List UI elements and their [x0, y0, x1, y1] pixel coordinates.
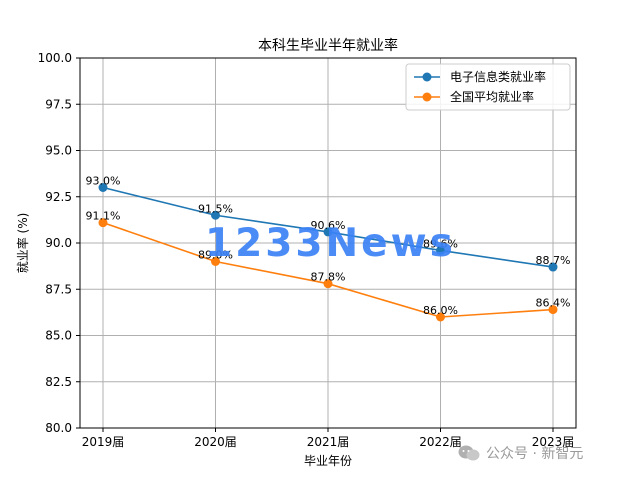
- data-label: 89.0%: [198, 249, 233, 262]
- data-point: [323, 279, 333, 289]
- data-point: [323, 227, 333, 237]
- data-point: [548, 305, 558, 315]
- y-tick-label: 100.0: [38, 51, 72, 65]
- y-tick-label: 87.5: [45, 282, 72, 296]
- y-tick-label: 92.5: [45, 190, 72, 204]
- data-point: [436, 245, 445, 255]
- data-label: 86.4%: [536, 297, 571, 310]
- y-axis-label: 就业率 (%): [15, 213, 30, 274]
- data-point: [98, 183, 108, 192]
- data-point: [211, 210, 220, 220]
- x-tick-label: 2019届: [82, 435, 125, 449]
- series-layer: [98, 183, 558, 322]
- axes: 80.0 82.5 85.0 87.5 90.0 92.5 95.0 97.5 100.0 201…: [38, 51, 577, 449]
- data-label: 89.6%: [423, 237, 458, 250]
- y-tick-label: 95.0: [45, 144, 72, 158]
- y-tick-label: 90.0: [45, 236, 72, 250]
- data-label: 86.0%: [423, 304, 458, 317]
- data-label: 91.1%: [86, 210, 121, 223]
- y-tick-label: 85.0: [45, 329, 72, 343]
- data-labels: 93.0% 91.5% 90.6% 89.6% 88.7% 91.1% 89.0% 87.8%…: [86, 175, 571, 318]
- x-axis-label: 毕业年份: [304, 454, 352, 468]
- data-point: [211, 257, 220, 266]
- x-tick-label: 2021届: [307, 435, 350, 449]
- data-point: [98, 218, 108, 228]
- x-tick-label: 2020届: [194, 435, 237, 449]
- legend-box: [405, 63, 571, 111]
- data-point: [436, 312, 445, 322]
- data-label: 87.8%: [311, 271, 346, 284]
- data-label: 88.7%: [536, 254, 571, 267]
- data-label: 93.0%: [86, 175, 121, 188]
- y-tick-label: 82.5: [45, 375, 72, 389]
- legend-label: 全国平均就业率: [450, 89, 534, 104]
- x-tick-label: 2022届: [419, 435, 462, 449]
- data-label: 91.5%: [198, 202, 233, 215]
- data-label: 90.6%: [311, 219, 346, 232]
- y-tick-label: 97.5: [45, 97, 72, 111]
- legend-marker: [422, 72, 432, 82]
- y-tick-label: 80.0: [45, 421, 72, 435]
- wechat-icon: [458, 445, 480, 461]
- chart-title: 本科生毕业半年就业率: [258, 37, 398, 54]
- legend-marker: [422, 92, 432, 102]
- source-text: 公众号 · 新智元: [486, 446, 584, 462]
- x-tick-label: 2023届: [532, 435, 575, 449]
- source-watermark: 公众号 · 新智元: [458, 443, 583, 463]
- watermark-text: 1233News: [205, 221, 456, 266]
- data-point: [548, 262, 558, 272]
- plot-frame: [79, 57, 577, 429]
- legend-label: 电子信息类就业率: [450, 69, 546, 84]
